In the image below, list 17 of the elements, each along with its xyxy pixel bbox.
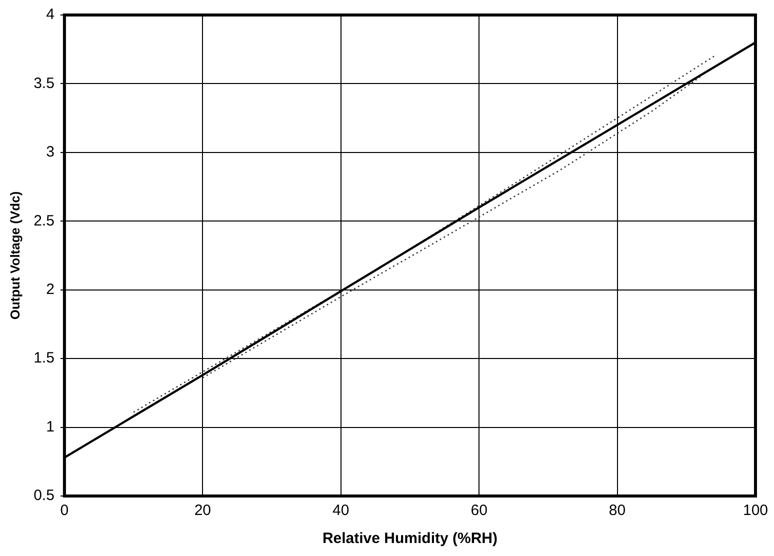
y-tick-label: 3.5 <box>34 74 54 92</box>
line-series <box>202 76 701 378</box>
x-tick-label: 60 <box>470 502 488 520</box>
x-tick-label: 40 <box>332 502 350 520</box>
x-tick-label: 100 <box>742 502 768 520</box>
y-tick-label: 1 <box>46 418 54 436</box>
x-axis-title: Relative Humidity (%RH) <box>322 530 498 548</box>
y-tick-label: 4 <box>46 6 54 24</box>
x-tick-label: 80 <box>608 502 626 520</box>
y-tick-label: 2 <box>46 281 54 298</box>
y-tick-label: 0.5 <box>34 487 54 504</box>
y-tick-label: 3 <box>46 144 54 161</box>
y-tick-label: 2.5 <box>34 212 54 230</box>
y-axis-title: Output Voltage (Vdc) <box>7 191 22 320</box>
x-tick-label: 0 <box>60 502 69 520</box>
x-tick-label: 20 <box>194 502 212 520</box>
y-tick-label: 1.5 <box>34 350 54 367</box>
